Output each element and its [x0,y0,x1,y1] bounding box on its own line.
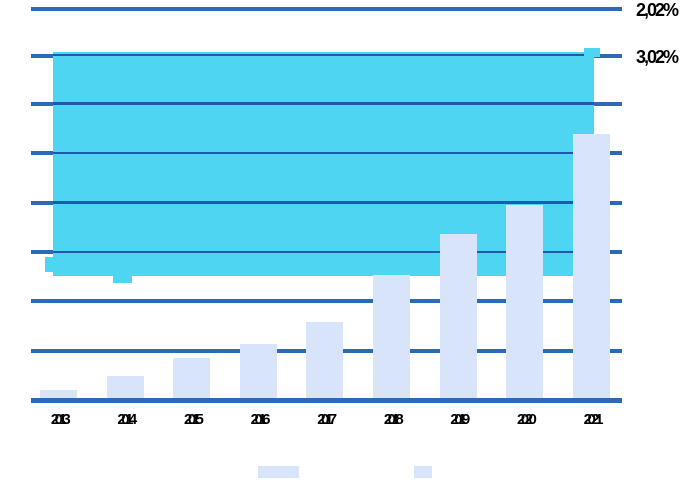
right-axis-label-0: 2,02% [636,0,679,20]
x-axis-label-2016: 2016 [250,411,271,428]
x-axis-label-2020: 2020 [517,411,537,428]
x-axis-label-2018: 2018 [383,411,404,428]
bar-2015 [173,358,211,400]
bar-2019 [439,233,477,400]
area-fragment [53,52,594,276]
x-axis-label-2021: 2021 [583,411,604,428]
gridline [31,299,622,303]
legend-swatch [258,466,299,478]
x-axis-label-2017: 2017 [317,411,337,428]
bar-2020 [506,204,544,400]
gridline [31,7,622,11]
x-axis-label-2014: 2014 [117,411,137,428]
x-axis-baseline [31,397,622,403]
bar-2013 [40,390,77,400]
x-axis-label-2015: 2015 [184,411,204,428]
bar-2017 [306,321,344,400]
legend-swatch [414,466,432,478]
bar-2016 [239,343,277,400]
bar-2018 [373,275,410,400]
gridline-over-area [53,53,594,57]
gridline-over-area [53,250,594,254]
area-fragment [113,276,132,283]
gridline-over-area [53,201,594,204]
bar-2021 [572,133,610,400]
area-fragment [45,257,53,272]
gridline-over-area [53,102,594,105]
bar-2014 [106,375,144,400]
x-axis-label-2019: 2019 [450,411,470,428]
gridline-over-area [53,151,594,155]
x-axis-label-2013: 2013 [50,411,71,428]
area-fragment [584,48,600,57]
right-axis-label-1: 3,02% [636,47,679,67]
